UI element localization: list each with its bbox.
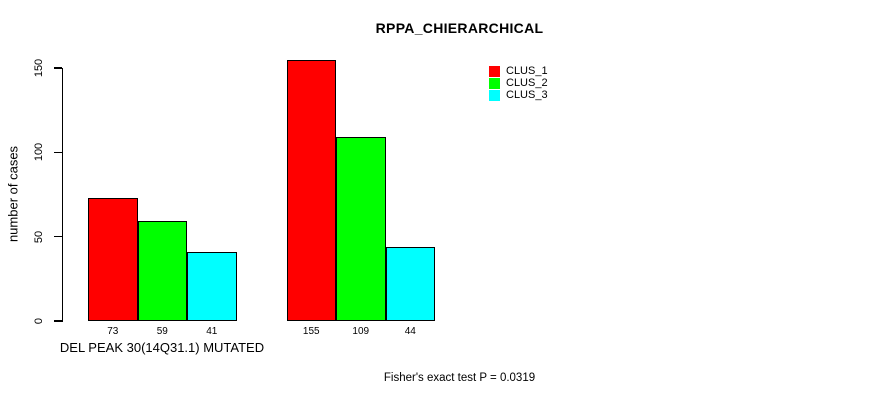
legend-label-clus_3: CLUS_3 [506,89,548,101]
legend-label-clus_1: CLUS_1 [506,65,548,77]
y-axis-tick [54,67,62,69]
bar-clus_1 [88,197,138,321]
bar-clus_1 [286,59,336,321]
y-axis-line [62,68,64,322]
bar-clus_2 [336,137,386,321]
legend-swatch-clus_3 [489,89,500,101]
y-axis-tick-label: 150 [33,58,45,78]
y-axis-label: number of cases [5,145,21,243]
bar-clus_2 [137,221,187,321]
bar-clus_3 [187,251,237,321]
bar-value-label: 155 [302,326,320,337]
bar-value-label: 41 [206,326,218,337]
legend-swatch-clus_2 [489,77,500,89]
y-axis-tick [54,236,62,238]
x-axis-label: DEL PEAK 30(14Q31.1) MUTATED [59,340,265,355]
bar-value-label: 73 [107,326,119,337]
legend-label-clus_2: CLUS_2 [506,77,548,89]
legend-swatch-clus_1 [489,65,500,77]
chart-title: RPPA_CHIERARCHICAL [375,20,544,36]
y-axis-tick-label: 0 [33,317,45,325]
y-axis-tick-label: 50 [33,230,45,243]
y-axis-tick [54,151,62,153]
y-axis-tick-label: 100 [33,143,45,162]
bar-value-label: 44 [404,326,416,337]
bar-clus_3 [385,246,435,321]
bar-value-label: 109 [352,326,370,337]
stat-text: Fisher's exact test P = 0.0319 [383,372,536,384]
y-axis-tick [54,320,62,322]
bar-value-label: 59 [156,326,168,337]
